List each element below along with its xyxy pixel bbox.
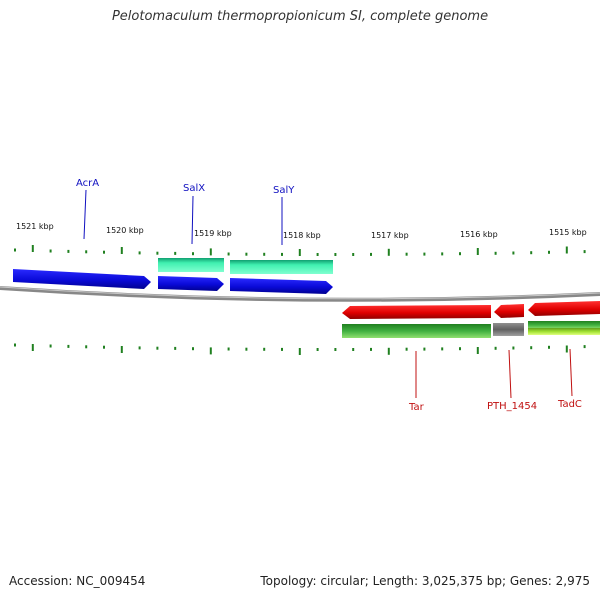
gene-label-salx[interactable]: SalX [183,183,205,194]
lower-tick-marks [14,343,586,355]
feature-saly-rna[interactable] [230,260,333,274]
scale-label-1516: 1516 kbp [460,230,498,239]
gene-pth1454-arrow[interactable] [494,304,524,318]
feature-tadc-lime[interactable] [528,328,600,335]
gene-saly-arrow[interactable] [230,278,333,294]
scale-label-1521: 1521 kbp [16,222,54,231]
backbone-highlight [0,286,600,300]
gene-salx-arrow[interactable] [158,276,224,291]
pth1454-leader-line [508,349,512,399]
topology-summary: Topology: circular; Length: 3,025,375 bp… [260,574,590,588]
gene-tar-arrow[interactable] [342,305,491,319]
feature-pth1454-pseudo[interactable] [493,323,524,336]
scale-label-1520: 1520 kbp [106,226,144,235]
gene-acra-arrow[interactable] [13,269,151,289]
tadc-leader-line [569,348,573,397]
feature-salx-rna[interactable] [158,258,224,272]
upper-tick-marks [14,245,586,256]
feature-tadc-green[interactable] [528,321,600,329]
gene-label-tadc[interactable]: TadC [557,399,582,410]
backbone-line [0,286,600,302]
gene-label-acra[interactable]: AcrA [76,178,99,189]
forward-gene-labels: AcrA SalX SalY [76,178,295,245]
gene-label-tar[interactable]: Tar [408,402,425,413]
scale-labels: 1521 kbp 1520 kbp 1519 kbp 1518 kbp 1517… [16,222,587,240]
acra-leader-line [83,189,87,240]
gene-label-pth1454[interactable]: PTH_1454 [487,401,537,412]
scale-label-1519: 1519 kbp [194,229,232,238]
feature-tar-green[interactable] [342,324,491,338]
reverse-gene-labels: Tar PTH_1454 TadC [408,348,582,413]
scale-label-1515: 1515 kbp [549,228,587,237]
accession-label: Accession: NC_009454 [9,574,146,588]
scale-label-1517: 1517 kbp [371,231,409,240]
gene-tadc-arrow[interactable] [528,301,600,316]
salx-leader-line [191,195,194,245]
scale-label-1518: 1518 kbp [283,231,321,240]
gene-label-saly[interactable]: SalY [273,185,295,196]
map-title: Pelotomaculum thermopropionicum SI, comp… [111,9,489,24]
